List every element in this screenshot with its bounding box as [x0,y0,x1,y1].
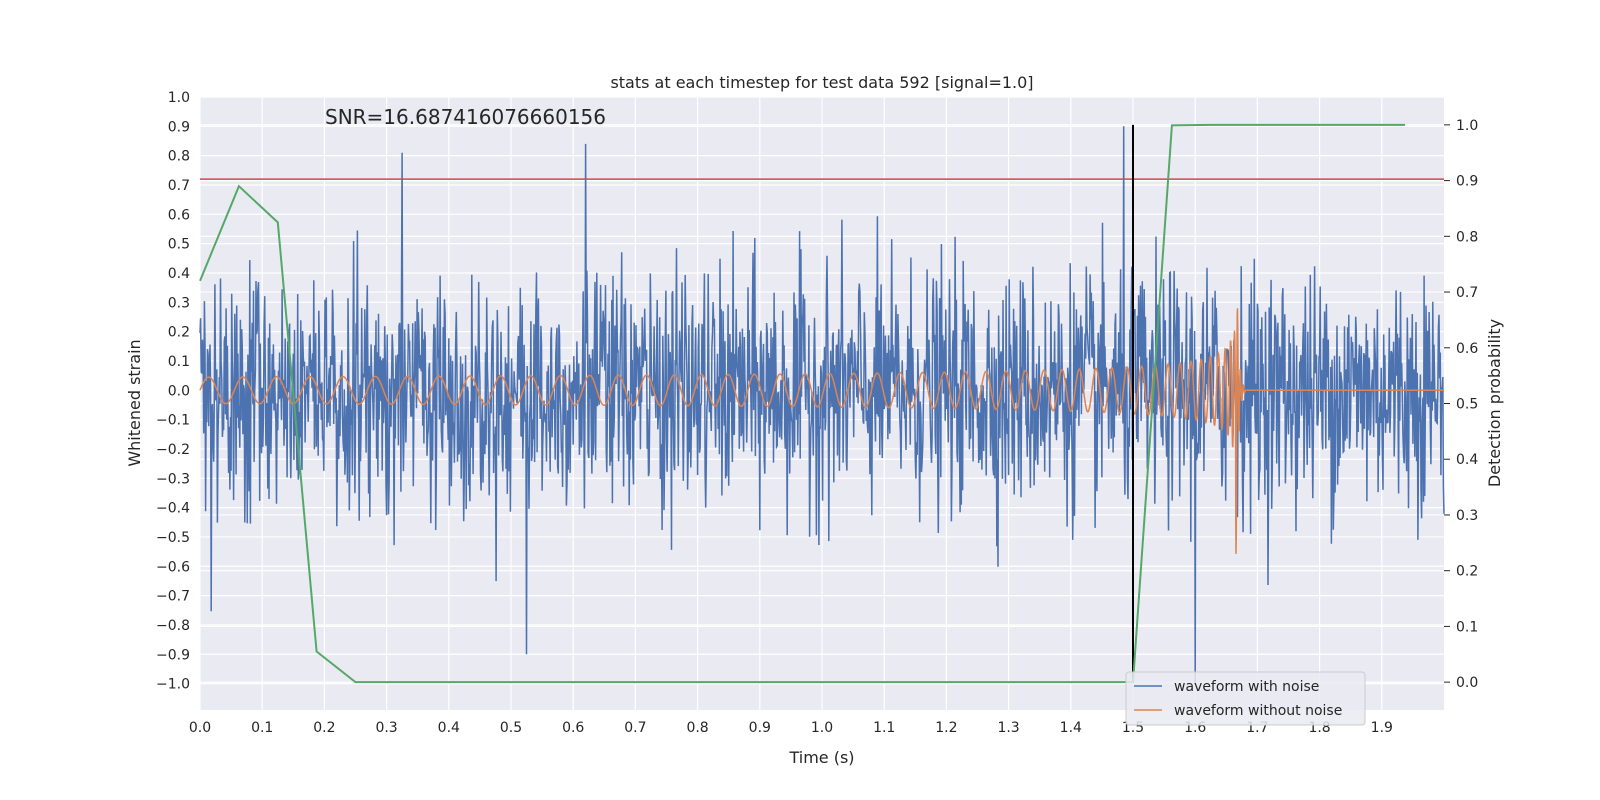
x-tick-label: 1.9 [1371,720,1393,736]
y2-tick-label: 0.4 [1456,452,1478,468]
y-tick-label: 0.3 [168,295,190,311]
y-tick-label: −0.1 [156,413,190,429]
y-tick-label: −0.8 [156,618,190,634]
y-tick-label: 0.0 [168,383,190,399]
y-tick-label: −0.2 [156,442,190,458]
legend-label-without-noise: waveform without noise [1174,703,1342,719]
y-tick-label: 1.0 [168,90,190,106]
x-tick-label: 0.6 [562,720,584,736]
x-tick-label: 0.9 [749,720,771,736]
y-tick-label: −0.9 [156,647,190,663]
y-tick-label: 0.9 [168,119,190,135]
y-tick-label: −0.7 [156,589,190,605]
y2-tick-label: 1.0 [1456,118,1478,134]
y-tick-label: −1.0 [156,677,190,693]
y2-tick-label: 0.6 [1456,341,1478,357]
y-axis-ticks: 1.0 0.9 0.8 0.7 0.6 0.5 0.4 0.3 0.2 0.1 0.0 −0.1 −0.… [156,90,190,693]
x-tick-label: 0.0 [189,720,211,736]
y-tick-label: 0.2 [168,325,190,341]
y2-tick-label: 0.5 [1456,397,1478,413]
y-tick-label: 0.8 [168,149,190,165]
x-tick-label: 1.2 [935,720,957,736]
legend-label-with-noise: waveform with noise [1174,679,1319,695]
y-tick-label: 0.6 [168,207,190,223]
y-tick-label: 0.1 [168,354,190,370]
y-tick-label: −0.5 [156,530,190,546]
legend: waveform with noise waveform without noi… [1125,671,1366,726]
series-waveform-without-noise [199,308,1444,554]
y-tick-label: −0.6 [156,559,190,575]
y-tick-label: 0.5 [168,237,190,253]
x-axis-label: Time (s) [788,748,854,767]
y-tick-label: −0.3 [156,471,190,487]
series-detection-probability [199,123,1406,684]
y-tick-label: −0.4 [156,501,190,517]
y2-tick-label: 0.1 [1456,619,1478,635]
x-tick-label: 0.8 [686,720,708,736]
y2-tick-label: 0.7 [1456,285,1478,301]
x-tick-label: 0.3 [375,720,397,736]
chart-title: stats at each timestep for test data 592… [610,73,1033,92]
y-axis-label: Whitened strain [125,339,144,466]
snr-annotation: SNR=16.687416076660156 [325,105,606,129]
x-tick-label: 1.1 [873,720,895,736]
x-tick-label: 0.1 [251,720,273,736]
y2-tick-label: 0.2 [1456,564,1478,580]
y-tick-label: 0.7 [168,178,190,194]
x-tick-label: 1.3 [997,720,1019,736]
y2-tick-label: 0.9 [1456,174,1478,190]
y2-axis-ticks: 0.0 0.1 0.2 0.3 0.4 0.5 0.6 0.7 0.8 0.9 1.0 [1444,118,1478,691]
y2-tick-label: 0.3 [1456,508,1478,524]
y2-tick-label: 0.0 [1456,675,1478,691]
x-tick-label: 0.2 [313,720,335,736]
legend-box [1125,671,1366,726]
x-tick-label: 1.4 [1060,720,1082,736]
x-tick-label: 0.5 [500,720,522,736]
x-tick-label: 1.0 [811,720,833,736]
y2-axis-label: Detection probability [1485,319,1504,487]
x-tick-label: 0.4 [438,720,460,736]
series-layer [199,123,1445,684]
y-tick-label: 0.4 [168,266,190,282]
x-tick-label: 0.7 [624,720,646,736]
y2-tick-label: 0.8 [1456,229,1478,245]
